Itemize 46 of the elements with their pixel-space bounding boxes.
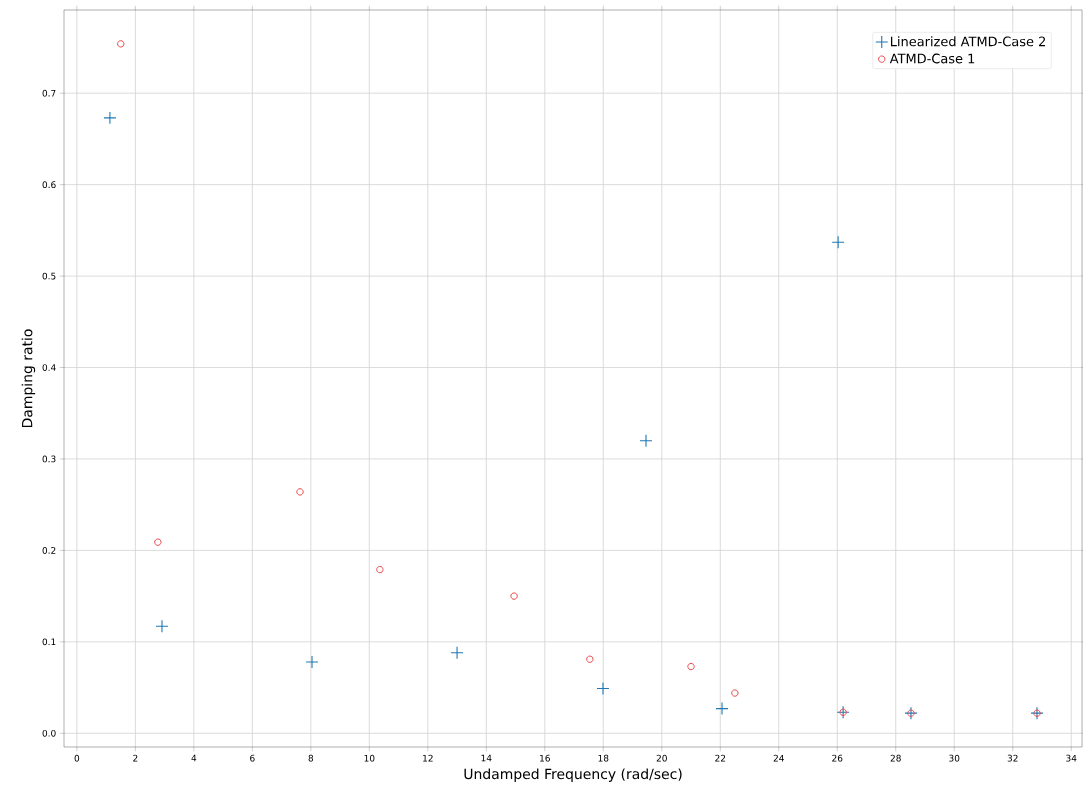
x-tick-label: 18	[598, 754, 609, 762]
x-tick-label: 20	[656, 754, 667, 762]
x-tick-label: 24	[773, 754, 784, 762]
point	[154, 538, 162, 546]
x-tick-label: 10	[364, 754, 375, 762]
y-axis-title: Damping ratio	[21, 329, 36, 428]
y-tick-label: 0.6	[42, 181, 56, 189]
point	[731, 689, 739, 697]
legend-label: Linearized ATMD-Case 2	[890, 36, 1046, 47]
x-tick-label: 12	[423, 754, 433, 762]
x-tick-label: 0	[74, 754, 80, 762]
point	[155, 619, 169, 633]
point	[510, 592, 518, 600]
x-tick-label: 32	[1007, 754, 1018, 762]
x-tick-label: 4	[191, 754, 197, 762]
legend-label: ATMD-Case 1	[889, 53, 975, 64]
x-tick-label: 14	[481, 754, 492, 762]
x-tick-label: 34	[1066, 754, 1077, 762]
y-tick-label: 0.4	[42, 364, 56, 371]
point	[715, 702, 729, 716]
point	[586, 655, 594, 663]
x-tick-label: 26	[832, 754, 843, 762]
point	[687, 662, 695, 671]
x-tick-label: 16	[540, 754, 550, 762]
point	[831, 235, 845, 249]
x-tick-label: 22	[715, 754, 726, 762]
x-tick-label: 28	[890, 754, 901, 762]
point	[450, 646, 464, 660]
y-tick-label: 0.3	[42, 455, 56, 463]
point	[376, 565, 384, 574]
point	[296, 488, 304, 496]
y-tick-label: 0.0	[42, 729, 56, 737]
y-tick-label: 0.2	[42, 547, 56, 554]
x-tick-label: 2	[133, 754, 138, 762]
point	[639, 434, 653, 448]
point	[117, 40, 125, 48]
point	[305, 655, 319, 669]
x-tick-label: 30	[949, 754, 960, 762]
x-tick-label: 6	[250, 754, 255, 762]
point	[103, 111, 117, 125]
x-axis-title: Undamped Frequency (rad/sec)	[464, 768, 682, 782]
y-tick-label: 0.1	[42, 638, 56, 646]
y-tick-label: 0.5	[42, 272, 56, 280]
point	[596, 681, 610, 696]
y-tick-label: 0.7	[42, 89, 56, 97]
x-tick-label: 8	[308, 754, 314, 762]
